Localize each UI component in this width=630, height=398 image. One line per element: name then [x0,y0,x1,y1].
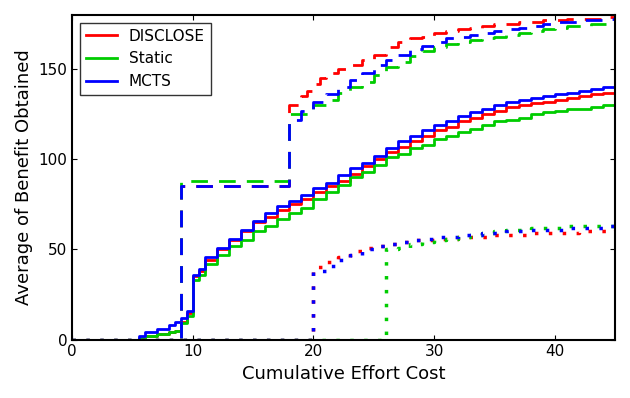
X-axis label: Cumulative Effort Cost: Cumulative Effort Cost [242,365,445,383]
Y-axis label: Average of Benefit Obtained: Average of Benefit Obtained [15,49,33,305]
Legend: DISCLOSE, Static, MCTS: DISCLOSE, Static, MCTS [80,23,211,95]
